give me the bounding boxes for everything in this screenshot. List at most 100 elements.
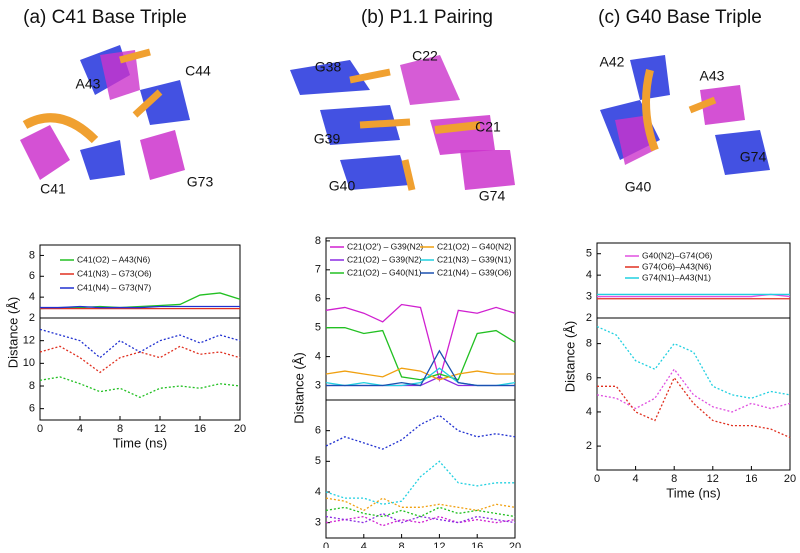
- y-tick-label: 4: [315, 351, 321, 363]
- y-tick-label: 6: [29, 270, 35, 282]
- y-tick-label: 12: [23, 335, 35, 347]
- legend-label: G40(N2)–G74(O6): [642, 250, 713, 260]
- x-tick-label: 8: [117, 423, 123, 435]
- y-tick-label: 5: [315, 455, 321, 467]
- y-tick-label: 4: [586, 406, 592, 418]
- y-tick-label: 2: [29, 312, 35, 324]
- legend-label: C41(O2) – A43(N6): [77, 254, 150, 264]
- x-tick-label: 20: [509, 541, 521, 548]
- data-line: [39, 292, 241, 310]
- data-line: [597, 376, 791, 439]
- structure-label: G74: [740, 149, 767, 165]
- x-tick-label: 4: [361, 541, 367, 548]
- structure-label: C21: [475, 119, 501, 135]
- y-tick-label: 8: [29, 249, 35, 261]
- data-line: [597, 293, 791, 298]
- y-axis-label: Distance (Å): [562, 321, 577, 393]
- structure-label: C44: [185, 63, 211, 79]
- x-tick-label: 8: [399, 541, 405, 548]
- x-tick-label: 16: [745, 473, 757, 485]
- y-tick-label: 2: [586, 440, 592, 452]
- plot-frame: [39, 317, 241, 421]
- legend-label: G74(N1)–A43(N1): [642, 272, 711, 282]
- x-tick-label: 12: [154, 423, 166, 435]
- y-tick-label: 4: [315, 486, 321, 498]
- structure-b: [290, 55, 515, 191]
- x-tick-label: 8: [671, 473, 677, 485]
- y-tick-label: 2: [586, 312, 592, 324]
- legend-label: C41(N4) – G73(N7): [77, 282, 151, 292]
- legend-label: C21(O2) – G40(N2): [437, 241, 512, 251]
- data-line: [39, 328, 241, 359]
- legend-label: C21(O2) – G40(N1): [347, 267, 422, 277]
- y-axis-label: Distance (Å): [5, 297, 20, 369]
- structure-label: G40: [329, 178, 356, 194]
- y-tick-label: 6: [315, 293, 321, 305]
- legend-label: C21(N4) – G39(O6): [437, 267, 512, 277]
- y-tick-label: 3: [315, 517, 321, 529]
- x-axis-label: Time (ns): [666, 485, 720, 500]
- data-line: [326, 349, 515, 387]
- structure-label: G74: [479, 188, 506, 204]
- legend-label: G74(O6)–A43(N6): [642, 261, 712, 271]
- y-tick-label: 8: [315, 235, 321, 247]
- x-tick-label: 12: [707, 473, 719, 485]
- x-axis-label: Time (ns): [113, 435, 167, 450]
- structure-label: A43: [700, 68, 725, 84]
- structure-label: C41: [40, 181, 66, 197]
- data-line: [40, 305, 240, 309]
- data-line: [325, 506, 516, 518]
- x-tick-label: 20: [784, 473, 796, 485]
- y-axis-label: Distance (Å): [291, 352, 306, 424]
- x-tick-label: 16: [471, 541, 483, 548]
- data-line: [325, 414, 516, 450]
- plot-frame: [596, 317, 791, 471]
- x-tick-label: 0: [594, 473, 600, 485]
- y-tick-label: 5: [315, 322, 321, 334]
- structure-label: G40: [625, 179, 652, 195]
- y-tick-label: 7: [315, 264, 321, 276]
- x-tick-label: 4: [77, 423, 83, 435]
- data-line: [325, 460, 515, 505]
- y-tick-label: 6: [586, 372, 592, 384]
- x-tick-label: 0: [37, 423, 43, 435]
- y-tick-label: 4: [586, 269, 592, 281]
- legend-label: C21(O2') – G39(N2): [347, 241, 423, 251]
- structure-label: A43: [76, 76, 101, 92]
- data-line: [326, 327, 516, 381]
- x-tick-label: 20: [234, 423, 246, 435]
- structure-label: G73: [187, 174, 214, 190]
- structure-c: [600, 55, 770, 175]
- panel-title: (a) C41 Base Triple: [23, 7, 187, 28]
- structure-label: A42: [600, 54, 625, 70]
- structure-label: G39: [314, 131, 341, 147]
- y-tick-label: 6: [315, 425, 321, 437]
- x-tick-label: 12: [433, 541, 445, 548]
- y-tick-label: 5: [586, 248, 592, 260]
- legend-label: C21(O2) – G39(N2): [347, 254, 422, 264]
- legend-label: C21(N3) – G39(N1): [437, 254, 511, 264]
- y-tick-label: 3: [586, 290, 592, 302]
- data-line: [596, 368, 791, 413]
- legend-label: C41(N3) – G73(O6): [77, 268, 152, 278]
- y-tick-label: 3: [315, 379, 321, 391]
- x-tick-label: 0: [323, 541, 329, 548]
- data-line: [325, 367, 515, 381]
- x-tick-label: 16: [194, 423, 206, 435]
- panel-title: (b) P1.1 Pairing: [361, 7, 493, 28]
- structure-label: C22: [412, 48, 438, 64]
- y-tick-label: 4: [29, 291, 35, 303]
- y-tick-label: 8: [29, 380, 35, 392]
- y-tick-label: 8: [586, 338, 592, 350]
- structure-a: [20, 45, 190, 180]
- y-tick-label: 10: [23, 357, 35, 369]
- data-line: [39, 376, 241, 399]
- data-line: [325, 497, 516, 512]
- structure-label: G38: [315, 59, 342, 75]
- data-line: [596, 325, 791, 399]
- panel-title: (c) G40 Base Triple: [598, 7, 762, 28]
- y-tick-label: 6: [29, 403, 35, 415]
- data-line: [325, 303, 516, 383]
